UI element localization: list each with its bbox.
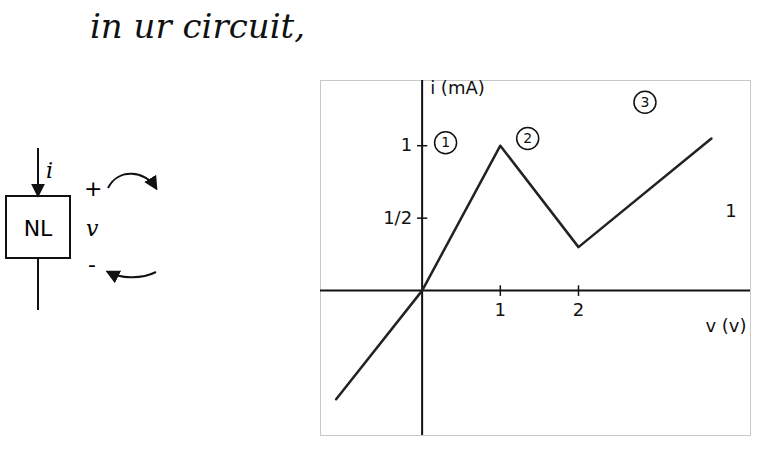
svg-text:1: 1 bbox=[401, 134, 412, 155]
svg-text:1: 1 bbox=[495, 299, 506, 320]
svg-text:+: + bbox=[84, 176, 102, 201]
svg-text:i (mA): i (mA) bbox=[430, 77, 485, 98]
svg-text:v (v): v (v) bbox=[705, 315, 746, 336]
svg-text:1: 1 bbox=[441, 134, 450, 150]
html-text:in ur circuit,: in ur circuit, bbox=[90, 6, 305, 46]
svg-text:-: - bbox=[88, 252, 96, 277]
svg-text:i: i bbox=[46, 158, 53, 183]
svg-text:2: 2 bbox=[523, 130, 532, 146]
svg-text:NL: NL bbox=[24, 216, 53, 241]
svg-text:1: 1 bbox=[725, 200, 736, 221]
svg-text:v: v bbox=[86, 216, 99, 241]
svg-text:2: 2 bbox=[573, 299, 584, 320]
svg-text:1/2: 1/2 bbox=[383, 207, 412, 228]
svg-text:3: 3 bbox=[640, 94, 649, 110]
